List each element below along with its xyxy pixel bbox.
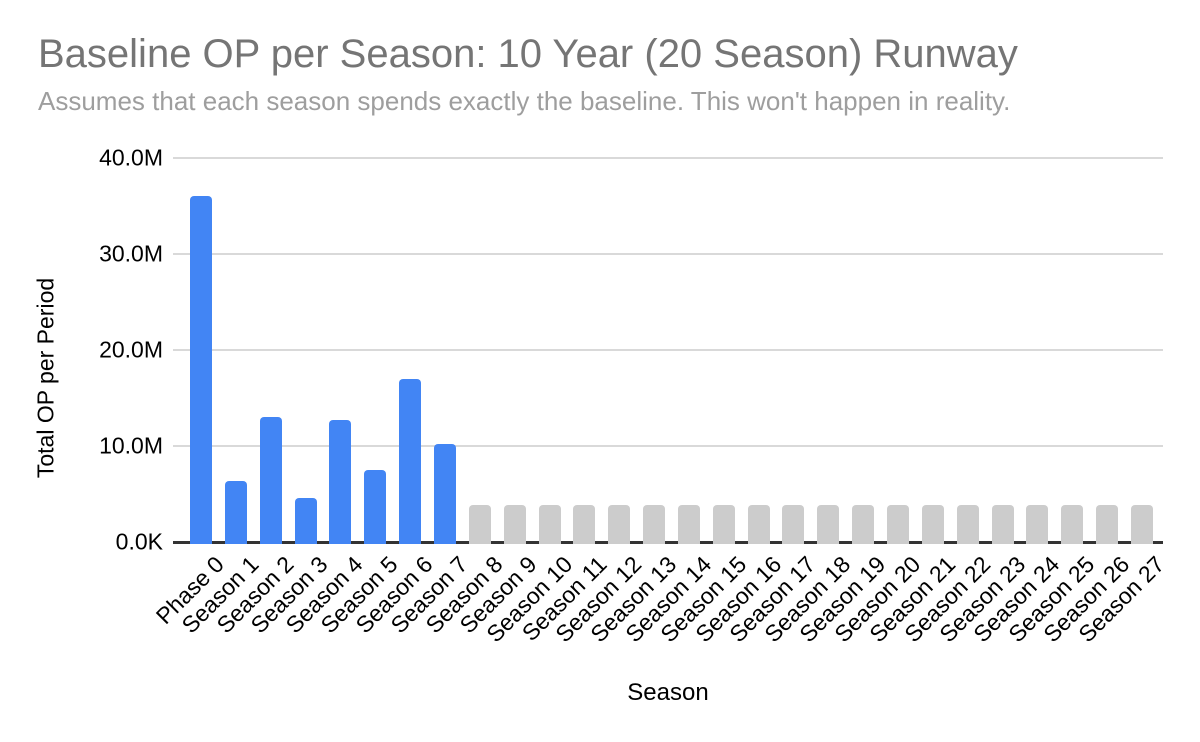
x-axis-line (173, 541, 1163, 544)
bar-season-6[interactable] (399, 378, 422, 544)
bar-season-27[interactable] (1130, 504, 1153, 544)
bar-season-15[interactable] (712, 504, 735, 544)
bar-season-24[interactable] (1026, 504, 1049, 544)
x-axis-title: Season (627, 679, 709, 706)
bar-season-18[interactable] (817, 504, 840, 544)
bar-season-21[interactable] (921, 504, 944, 544)
bar-season-11[interactable] (573, 504, 596, 544)
bar-season-5[interactable] (364, 470, 387, 544)
y-axis-tick-label: 10.0M (99, 432, 163, 459)
bar-season-14[interactable] (677, 504, 700, 544)
y-axis-tick-label: 40.0M (99, 144, 163, 171)
bar-season-26[interactable] (1096, 504, 1119, 544)
y-axis-tick-label: 20.0M (99, 336, 163, 363)
bar-season-9[interactable] (503, 504, 526, 544)
chart-title: Baseline OP per Season: 10 Year (20 Seas… (38, 32, 1018, 76)
bar-season-1[interactable] (224, 480, 247, 544)
bar-season-19[interactable] (852, 504, 875, 544)
y-axis-tick-label: 30.0M (99, 240, 163, 267)
bar-season-7[interactable] (433, 444, 456, 544)
chart-subtitle: Assumes that each season spends exactly … (38, 86, 1011, 116)
bar-season-16[interactable] (747, 504, 770, 544)
y-axis-title: Total OP per Period (32, 277, 59, 479)
bar-season-23[interactable] (991, 504, 1014, 544)
bar-phase-0[interactable] (190, 196, 212, 544)
gridline (173, 157, 1163, 159)
bar-season-17[interactable] (782, 504, 805, 544)
bar-season-2[interactable] (259, 417, 282, 544)
gridline (173, 445, 1163, 447)
bar-season-20[interactable] (887, 504, 909, 544)
bar-season-22[interactable] (956, 504, 979, 544)
bar-season-12[interactable] (608, 504, 631, 544)
y-axis-tick-label: 0.0K (115, 528, 163, 555)
bar-season-3[interactable] (294, 497, 317, 544)
bar-season-4[interactable] (329, 420, 352, 544)
bar-season-13[interactable] (643, 504, 666, 544)
gridline (173, 253, 1163, 255)
bar-season-8[interactable] (468, 504, 491, 544)
bar-season-25[interactable] (1061, 504, 1084, 544)
gridline (173, 349, 1163, 351)
bar-season-10[interactable] (538, 504, 561, 544)
